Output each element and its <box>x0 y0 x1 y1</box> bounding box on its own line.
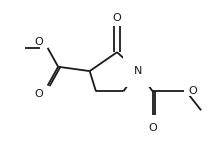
Text: O: O <box>35 89 44 99</box>
Text: O: O <box>113 13 121 23</box>
Text: O: O <box>35 37 44 47</box>
Text: O: O <box>148 123 157 133</box>
Text: N: N <box>134 66 142 76</box>
Text: O: O <box>188 86 197 96</box>
